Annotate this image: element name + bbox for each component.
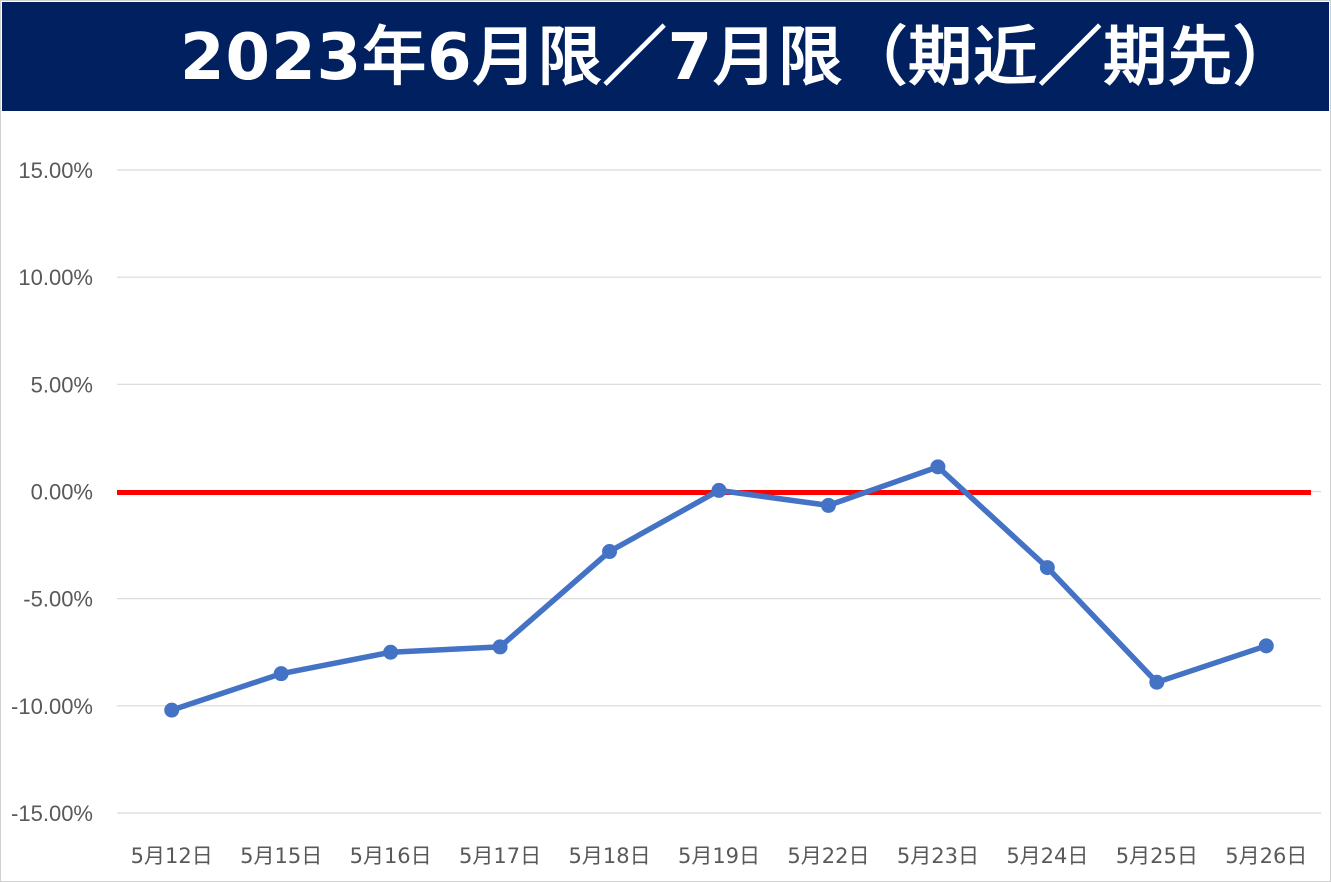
data-point [602, 544, 618, 560]
data-point [820, 497, 836, 513]
x-tick-label: 5月12日 [131, 844, 213, 868]
x-axis-ticks: 5月12日 5月15日 5月16日 5月17日 5月18日 5月19日 5月22日 5月23日… [131, 844, 1308, 868]
y-tick-label: 10.00% [18, 265, 93, 290]
x-tick-label: 5月19日 [678, 844, 760, 868]
chart-title: 2023年6月限／7月限（期近／期先） [180, 21, 1299, 95]
data-point [711, 482, 727, 498]
series-group [164, 459, 1274, 718]
x-tick-label: 5月23日 [897, 844, 979, 868]
y-tick-label: -5.00% [23, 587, 93, 612]
data-point [492, 639, 508, 655]
series-line [168, 464, 1270, 713]
x-tick-label: 5月17日 [459, 844, 541, 868]
x-tick-label: 5月25日 [1116, 844, 1198, 868]
x-tick-label: 5月24日 [1006, 844, 1088, 868]
x-tick-label: 5月15日 [240, 844, 322, 868]
data-point [930, 459, 946, 475]
title-bar: 2023年6月限／7月限（期近／期先） [2, 2, 1329, 111]
x-tick-label: 5月26日 [1225, 844, 1307, 868]
y-tick-label: 5.00% [31, 372, 93, 397]
data-point [273, 666, 289, 682]
data-point [1039, 560, 1055, 576]
y-tick-label: 0.00% [31, 480, 93, 505]
y-axis-ticks: 15.00% 10.00% 5.00% 0.00% -5.00% -10.00% -15.0… [11, 158, 93, 826]
y-tick-label: -10.00% [11, 694, 93, 719]
y-tick-label: -15.00% [11, 801, 93, 826]
data-point [383, 644, 399, 660]
data-point [164, 702, 180, 718]
data-point [1258, 638, 1274, 654]
y-tick-label: 15.00% [18, 158, 93, 183]
x-tick-label: 5月22日 [787, 844, 869, 868]
x-tick-label: 5月18日 [568, 844, 650, 868]
data-point [1149, 674, 1165, 690]
x-tick-label: 5月16日 [350, 844, 432, 868]
